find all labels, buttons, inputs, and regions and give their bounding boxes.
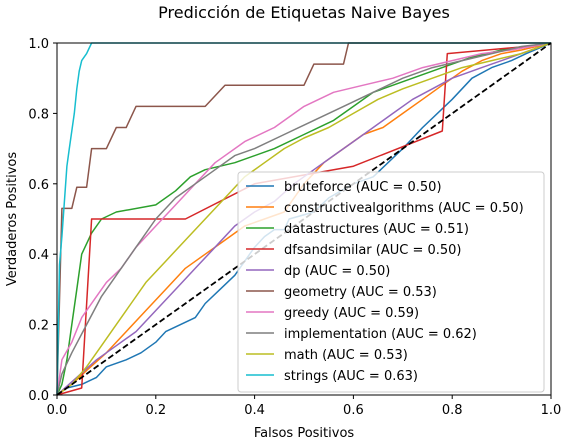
y-tick-label: 0.6	[28, 178, 49, 193]
y-tick-label: 0.0	[28, 389, 49, 404]
plot-frame	[56, 42, 552, 396]
series-line-2	[56, 42, 552, 396]
series-line-6	[56, 42, 552, 396]
legend-label-4: dp (AUC = 0.50)	[284, 264, 390, 279]
series-line-9	[56, 42, 551, 396]
series-line-8	[56, 42, 552, 396]
legend-label-8: math (AUC = 0.53)	[284, 348, 408, 363]
series-line-7	[56, 42, 552, 396]
legend-label-7: implementation (AUC = 0.62)	[284, 327, 477, 342]
legend: bruteforce (AUC = 0.50) constructivealgor…	[237, 171, 545, 393]
legend-label-9: strings (AUC = 0.63)	[284, 369, 418, 384]
series-group	[56, 42, 552, 396]
x-tick-label: 0.6	[343, 403, 364, 418]
x-tick-label: 1.0	[541, 403, 562, 418]
x-tick-label: 0.0	[47, 403, 68, 418]
x-tick-label: 0.2	[145, 403, 166, 418]
y-tick-label: 1.0	[28, 37, 49, 52]
legend-label-3: dfsandsimilar (AUC = 0.50)	[284, 243, 462, 258]
x-tick-label: 0.8	[442, 403, 463, 418]
legend-label-1: constructivealgorithms (AUC = 0.50)	[284, 201, 524, 216]
y-axis-label: Verdaderos Positivos	[5, 152, 20, 286]
x-axis-label: Falsos Positivos	[254, 426, 355, 441]
legend-label-0: bruteforce (AUC = 0.50)	[284, 180, 442, 195]
series-layer	[56, 42, 552, 396]
legend-label-2: datastructures (AUC = 0.51)	[284, 222, 469, 237]
y-tick-label: 0.2	[28, 319, 49, 334]
diagonal-reference-line	[56, 42, 552, 396]
y-tick-label: 0.8	[28, 107, 49, 122]
axes-layer: 0.0 0.2 0.4 0.6 0.8 1.0 0.0 0.2 0.4 0.6 0.8 1.0	[28, 37, 561, 418]
legend-box	[237, 171, 545, 393]
legend-label-5: geometry (AUC = 0.53)	[284, 285, 437, 300]
series-line-5	[56, 42, 551, 396]
legend-label-6: greedy (AUC = 0.59)	[284, 306, 419, 321]
x-tick-label: 0.4	[244, 403, 265, 418]
y-tick-label: 0.4	[28, 248, 49, 263]
chart-title: Predicción de Etiquetas Naive Bayes	[158, 3, 450, 22]
